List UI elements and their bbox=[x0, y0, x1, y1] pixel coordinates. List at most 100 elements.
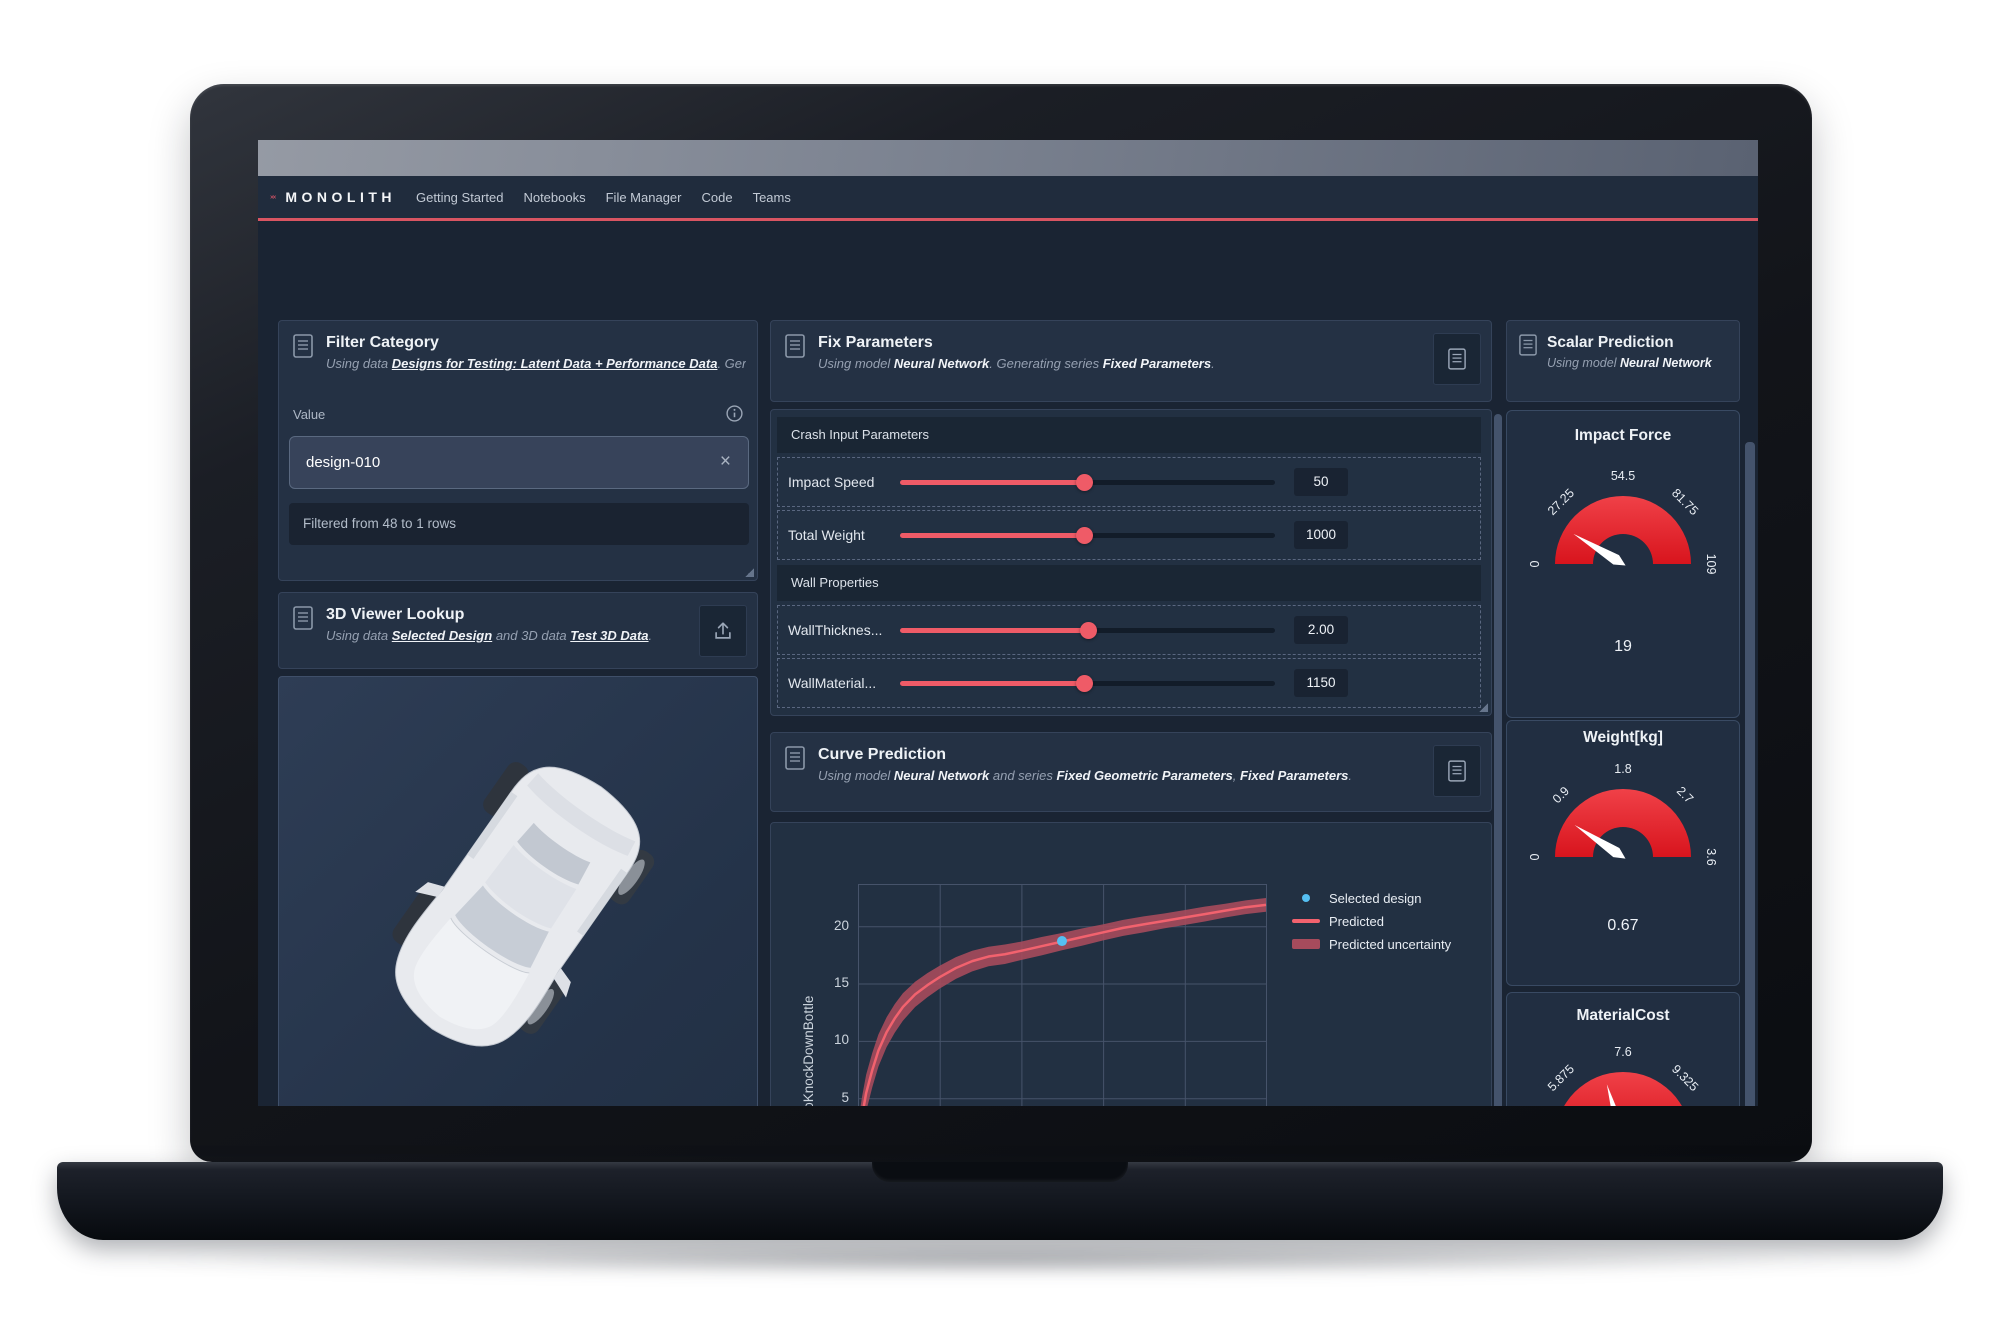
curve-prediction-card: Curve Prediction Using model Neural Netw… bbox=[770, 732, 1492, 812]
viewer-lookup-card: 3D Viewer Lookup Using data Selected Des… bbox=[278, 592, 758, 669]
gauge-title: Impact Force bbox=[1574, 427, 1672, 444]
gauge-needle bbox=[1573, 533, 1626, 566]
impact-speed-slider[interactable] bbox=[900, 474, 1275, 491]
gauge-title: MaterialCost bbox=[1576, 1007, 1670, 1024]
slider-label: WallThicknes... bbox=[788, 622, 883, 638]
subtitle-text: Fixed Geometric Parameters bbox=[1056, 768, 1233, 783]
gauge-tick-label: 3.6 bbox=[1704, 848, 1718, 866]
laptop-shadow bbox=[120, 1244, 1880, 1274]
subtitle-text: . bbox=[648, 628, 653, 643]
slider-handle[interactable] bbox=[1075, 474, 1093, 491]
curve-prediction-chart: ForceToKnockDownBottle 5 10 15 20 Selected … bbox=[770, 822, 1492, 1106]
subtitle-text: Using model bbox=[818, 768, 894, 783]
filter-category-card: Filter Category Using data Designs for T… bbox=[278, 320, 758, 581]
slider-fill bbox=[900, 533, 1084, 538]
brand[interactable]: MONOLITH bbox=[270, 185, 396, 209]
clear-input-icon[interactable]: × bbox=[719, 451, 731, 472]
brand-name: MONOLITH bbox=[285, 189, 396, 205]
filter-value-input[interactable] bbox=[289, 436, 749, 489]
weight-gauge-card: Weight[kg] 0 0.9 1.8 2.7 3.6 0.67 bbox=[1506, 720, 1740, 986]
wall-thickness-slider[interactable] bbox=[900, 622, 1275, 639]
3d-viewer-canvas[interactable] bbox=[278, 676, 758, 1106]
section-label: Crash Input Parameters bbox=[777, 417, 1481, 453]
parameter-sliders-panel: Crash Input Parameters Impact Speed 50 T… bbox=[770, 409, 1492, 716]
dashboard: Filter Category Using data Designs for T… bbox=[258, 224, 1758, 1106]
upload-button[interactable] bbox=[699, 605, 747, 657]
right-column-scrollbar[interactable] bbox=[1745, 442, 1755, 1106]
info-icon[interactable] bbox=[726, 405, 743, 427]
gauge-tick-label: 54.5 bbox=[1610, 469, 1636, 483]
gauge-tick-label: 0 bbox=[1528, 853, 1542, 861]
slider-value: 1000 bbox=[1294, 521, 1348, 549]
slider-row: WallMaterial... 1150 bbox=[777, 658, 1481, 708]
wall-material-slider[interactable] bbox=[900, 675, 1275, 692]
document-icon bbox=[1519, 334, 1537, 361]
nav-item-getting-started[interactable]: Getting Started bbox=[416, 189, 504, 205]
dot-marker-icon bbox=[1291, 894, 1321, 902]
gauge-tick-label: 109 bbox=[1704, 553, 1718, 575]
laptop-base bbox=[57, 1162, 1943, 1240]
slider-value: 50 bbox=[1294, 468, 1348, 496]
upload-icon bbox=[715, 622, 731, 639]
resize-grip-icon[interactable] bbox=[745, 568, 754, 577]
slider-value: 1150 bbox=[1294, 669, 1348, 697]
nav-item-notebooks[interactable]: Notebooks bbox=[523, 189, 586, 205]
y-tick-label: 20 bbox=[833, 917, 849, 933]
subtitle-text: Using data bbox=[326, 356, 392, 371]
panel-subtitle: Using model Neural Network bbox=[1547, 356, 1717, 370]
subtitle-text: . bbox=[1348, 768, 1353, 783]
panel-title: 3D Viewer Lookup bbox=[326, 606, 465, 623]
panel-title: Fix Parameters bbox=[818, 334, 933, 351]
legend-label: Selected design bbox=[1329, 890, 1422, 906]
total-weight-slider[interactable] bbox=[900, 527, 1275, 544]
line-marker-icon bbox=[1291, 919, 1321, 923]
gauge: 0 0.9 1.8 2.7 3.6 bbox=[1513, 751, 1733, 875]
y-tick-label: 5 bbox=[841, 1089, 849, 1105]
legend-label: Predicted uncertainty bbox=[1329, 936, 1452, 952]
subtitle-text: and series bbox=[989, 768, 1057, 783]
report-button[interactable] bbox=[1433, 333, 1481, 385]
slider-row: Total Weight 1000 bbox=[777, 510, 1481, 560]
nav-items: Getting Started Notebooks File Manager Code… bbox=[416, 190, 791, 205]
plot-area[interactable] bbox=[858, 884, 1267, 1106]
document-icon bbox=[785, 746, 805, 775]
subtitle-text: Fixed Parameters bbox=[1240, 768, 1349, 783]
subtitle-text: Neural Network bbox=[893, 356, 990, 371]
data-source-link[interactable]: Test 3D Data bbox=[570, 628, 649, 643]
report-button[interactable] bbox=[1433, 745, 1481, 797]
data-source-link[interactable]: Selected Design bbox=[391, 628, 493, 643]
subtitle-text: . Ger bbox=[717, 356, 746, 371]
desktop-background bbox=[258, 140, 1758, 176]
slider-fill bbox=[900, 681, 1084, 686]
slider-handle[interactable] bbox=[1075, 527, 1093, 544]
middle-column-scrollbar[interactable] bbox=[1494, 414, 1502, 1106]
section-label: Wall Properties bbox=[777, 565, 1481, 601]
document-icon bbox=[785, 334, 805, 363]
slider-label: Total Weight bbox=[788, 527, 865, 543]
laptop-lid-notch bbox=[872, 1162, 1128, 1182]
resize-grip-icon[interactable] bbox=[1479, 703, 1488, 712]
gauge-tick-label: 7.6 bbox=[1614, 1045, 1632, 1059]
nav-item-teams[interactable]: Teams bbox=[752, 189, 791, 205]
gauge-tick-label: 0 bbox=[1528, 560, 1542, 568]
panel-subtitle: Using data Designs for Testing: Latent D… bbox=[326, 356, 746, 371]
laptop-screen: MONOLITH Getting Started Notebooks File Ma… bbox=[258, 140, 1758, 1106]
legend-item: Selected design bbox=[1291, 889, 1451, 907]
gauge-tick-label: 1.8 bbox=[1614, 762, 1632, 776]
slider-row: WallThicknes... 2.00 bbox=[777, 605, 1481, 655]
subtitle-text: . bbox=[1211, 356, 1215, 371]
gauge-title: Weight[kg] bbox=[1583, 729, 1663, 746]
nav-item-file-manager[interactable]: File Manager bbox=[605, 189, 682, 205]
nav-item-code[interactable]: Code bbox=[701, 189, 733, 205]
filter-result-status: Filtered from 48 to 1 rows bbox=[289, 503, 749, 545]
slider-handle[interactable] bbox=[1075, 675, 1093, 692]
slider-handle[interactable] bbox=[1079, 622, 1097, 639]
panel-subtitle: Using data Selected Design and 3D data T… bbox=[326, 628, 676, 643]
data-source-link[interactable]: Designs for Testing: Latent Data + Perfo… bbox=[391, 356, 718, 371]
subtitle-text: and 3D data bbox=[492, 628, 571, 643]
legend-label: Predicted bbox=[1329, 913, 1384, 929]
gauge: 0 27.25 54.5 81.75 109 bbox=[1513, 458, 1733, 582]
monolith-logo-icon bbox=[270, 195, 276, 199]
